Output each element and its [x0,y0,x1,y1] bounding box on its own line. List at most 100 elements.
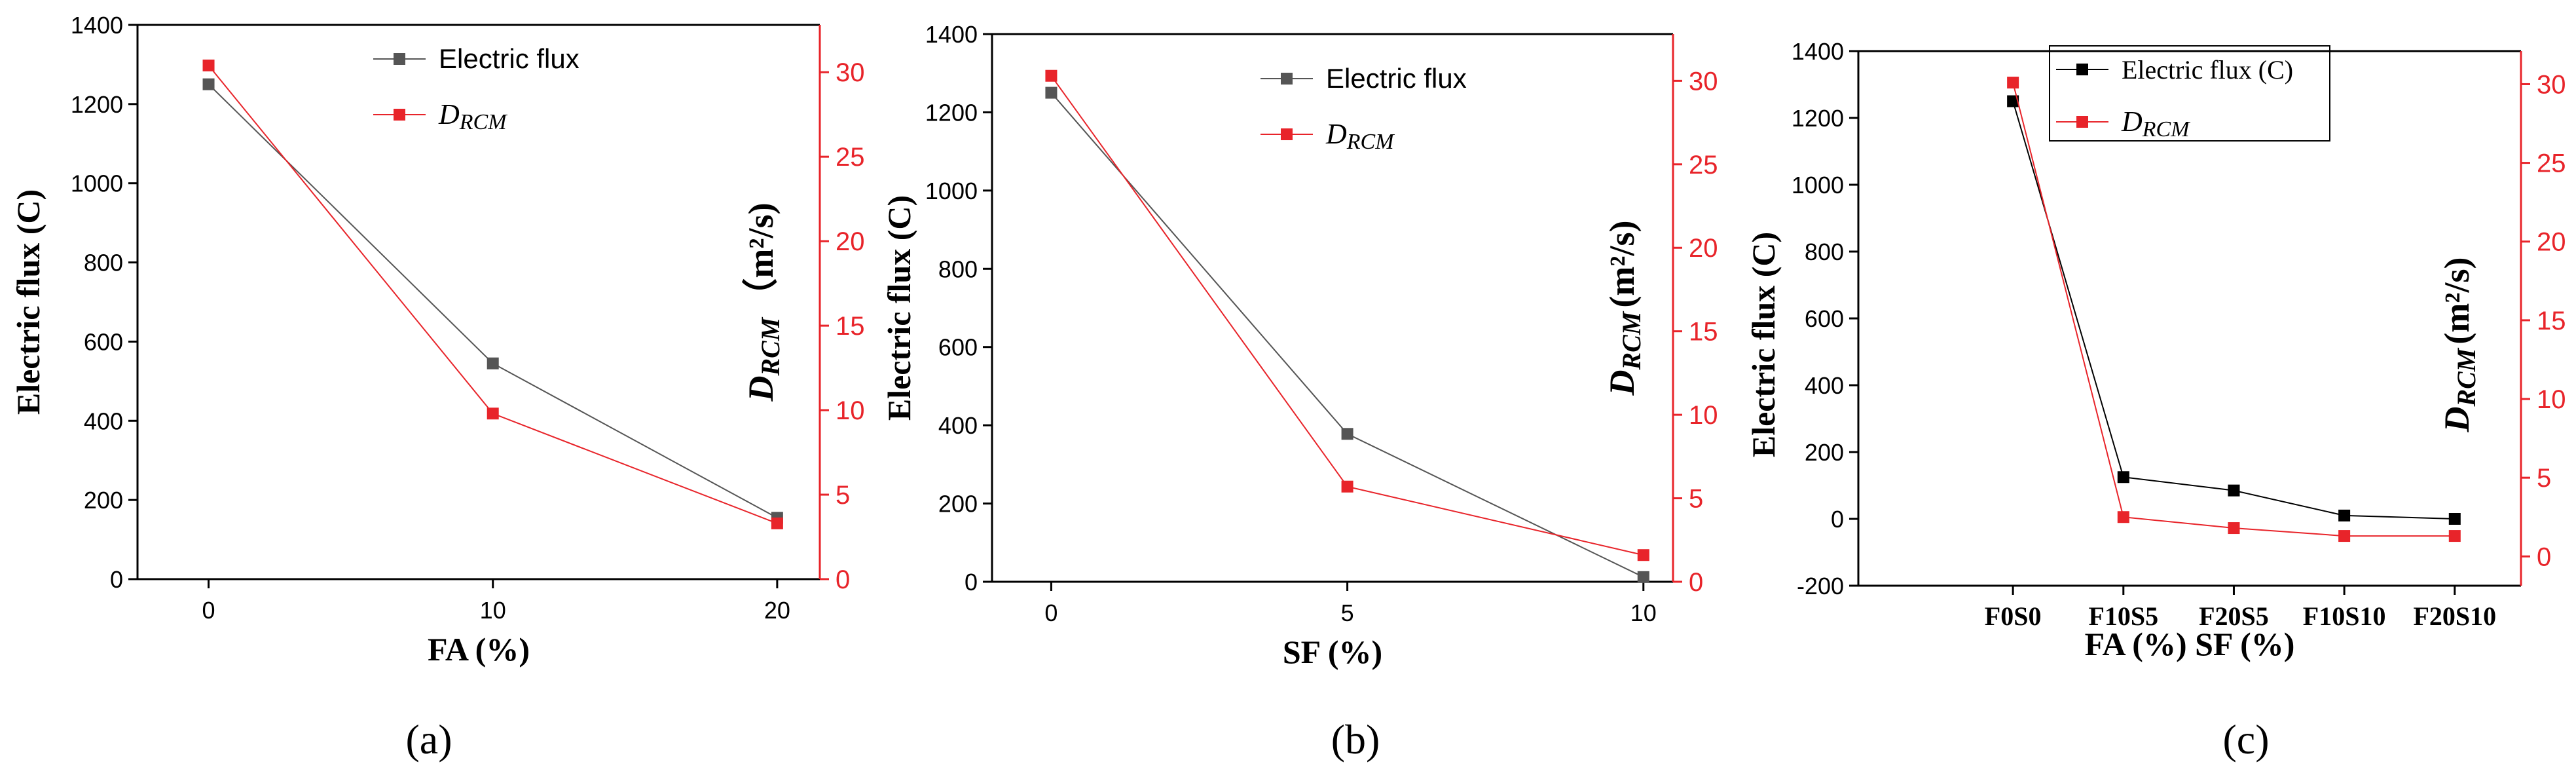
y-tick-left-label: 0 [110,566,123,593]
legend: Electric flux (C) DRCM [2049,45,2330,142]
y-tick-left-label: 800 [938,256,978,282]
legend-label-symbol: D [1325,118,1347,150]
series-1-point-1 [202,78,215,90]
y-axis-right-label-symbol: D [1602,370,1642,396]
y-tick-left-label: 200 [1805,439,1844,466]
legend-label-subscript: RCM [2142,117,2190,142]
x-tick-label: 10 [1630,599,1657,626]
y-tick-left-label: 1200 [925,99,978,126]
series-line-1 [2012,101,2455,520]
legend-label-symbol: D [2121,105,2143,138]
legend-label: DRCM [2121,105,2190,142]
series-2-point-1 [2007,77,2019,89]
y-axis-right-label: DRCM (m²/s) [1602,220,1646,396]
series-2-point-2 [487,407,499,420]
y-tick-left-label: 800 [1805,238,1844,265]
series-1-point-5 [2448,513,2461,525]
legend-label: Electric flux (C) [2122,55,2293,85]
series-line-2 [2012,82,2455,537]
y-tick-left-label: 1000 [925,178,978,204]
legend-label: DRCM [1325,118,1395,154]
y-tick-right-label: 30 [2537,70,2566,99]
legend-box [2049,45,2330,142]
y-tick-left-label: 600 [938,334,978,361]
y-tick-right-label: 0 [2537,542,2551,571]
y-axis-left-label: Electric flux (C) [10,189,46,415]
panel-label: (b) [1331,716,1380,763]
y-axis-right-label-symbol: D [741,376,781,402]
y-tick-left-label: 1400 [925,21,978,48]
y-tick-left-label: 0 [1831,506,1844,533]
legend-swatch-marker [2076,116,2088,128]
y-tick-left-label: 1400 [71,12,123,39]
series-2-point-3 [1637,549,1649,561]
y-tick-left-label: 600 [84,328,123,355]
legend-swatch-marker [1281,128,1293,140]
series-2-point-5 [2448,530,2461,542]
y-tick-left-label: 1400 [1792,38,1844,65]
y-tick-right-label: 25 [2537,149,2566,178]
y-tick-right-label: 5 [836,481,850,510]
series-2-point-3 [2228,522,2240,535]
y-tick-left-label: 200 [84,487,123,514]
legend-label-subscript: RCM [1346,130,1395,154]
y-tick-left-label: 1000 [71,170,123,197]
y-axis-left-label: Electric flux (C) [1745,232,1782,457]
series-2-point-1 [1045,69,1058,82]
series-1-point-3 [2228,484,2240,497]
series-line-1 [208,83,778,519]
y-tick-right-label: 0 [1689,568,1703,597]
series-1-point-4 [2338,509,2351,521]
chart-panel-3: -200 0 200 400 600 800 1000 1200 1400 0 5 10 15 20 25 3… [1745,38,2566,763]
panel-label: (c) [2222,716,2269,763]
series-1-point-1 [1045,86,1058,99]
x-tick-label: 10 [480,597,506,624]
x-tick-label: 20 [764,597,790,624]
x-tick-label: 0 [202,597,215,624]
y-tick-left-label: 1200 [1792,105,1844,132]
legend: Electric flux DRCM [1260,63,1467,154]
y-axis-right-label-subscript: RCM [756,316,785,376]
y-tick-right-label: 10 [836,396,865,425]
legend: Electric flux DRCM [373,43,580,134]
y-axis-right-label: DRCM (m²/s) [2437,257,2481,432]
y-tick-right-label: 10 [2537,385,2566,414]
series-1-point-2 [487,357,499,370]
y-tick-right-label: 10 [1689,401,1718,430]
y-tick-left-label: 600 [1805,305,1844,332]
y-tick-right-label: 15 [1689,318,1718,347]
y-axis-right-label-unit: (m²/s) [1602,220,1642,307]
series-2-point-4 [2338,530,2351,542]
y-tick-left-label: 800 [84,250,123,276]
y-tick-right-label: 15 [2537,307,2566,335]
legend-swatch-marker [394,53,405,65]
legend-swatch-marker [1281,73,1293,85]
x-axis-label: SF (%) [1283,634,1382,670]
y-axis-right-label-subscript: RCM [1617,311,1646,370]
panel-label: (a) [405,716,452,763]
y-tick-right-label: 5 [1689,485,1703,514]
x-tick-label: F20S5 [2199,601,2269,631]
y-tick-right-label: 20 [1689,234,1718,263]
y-tick-right-label: 30 [1689,67,1718,96]
legend-swatch-marker [2076,64,2088,75]
y-tick-right-label: 20 [836,227,865,256]
y-axis-right-label: DRCM （m²/s) [741,202,785,402]
x-tick-label: F10S10 [2303,601,2386,631]
y-tick-right-label: 5 [2537,464,2551,493]
x-axis-label: FA (%) SF (%) [2085,626,2295,662]
series-1-point-1 [2007,95,2019,107]
y-tick-left-label: 400 [1805,372,1844,399]
chart-panel-1: 0 200 400 600 800 1000 1200 1400 0 5 10 15 20 25 30 0 10… [10,12,865,763]
y-axis-right-label-subscript: RCM [2452,347,2481,407]
y-axis-right-label-unit: （m²/s) [741,202,781,313]
y-tick-left-label: 1000 [1792,172,1844,199]
y-tick-left-label: 1200 [71,91,123,118]
legend-label-subscript: RCM [459,110,507,134]
x-tick-label: F10S5 [2088,601,2158,631]
series-1-point-3 [1637,571,1649,583]
chart-panel-2: 0 200 400 600 800 1000 1200 1400 0 5 10 15 20 25 30 0 5 1… [881,21,1718,763]
series-1-point-2 [2117,471,2129,483]
y-tick-right-label: 0 [836,565,850,594]
